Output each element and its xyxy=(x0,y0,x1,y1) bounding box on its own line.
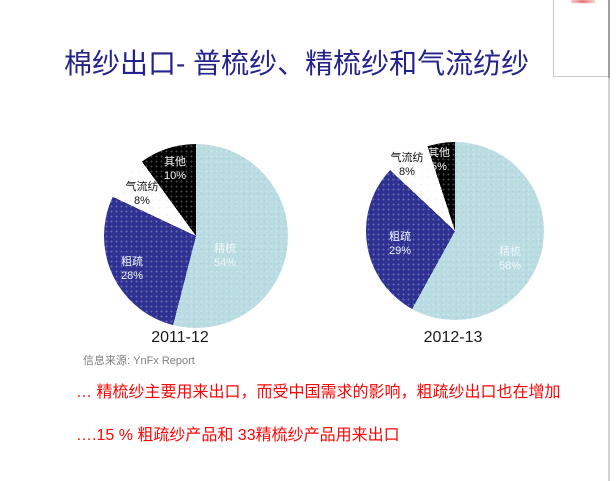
bullet-2: ….15 % 粗疏纱产品和 33精梳纱产品用来出口 xyxy=(76,427,400,444)
red-smudge-mark xyxy=(571,0,595,3)
bullet-1: … 精梳纱主要用来出口，而受中国需求的影响，粗疏纱出口也在增加 xyxy=(76,384,561,401)
corner-overlay-box xyxy=(553,0,609,77)
right-edge-border-dark xyxy=(608,0,610,78)
pie2-label-other: 其他 5% xyxy=(428,147,450,173)
pie1-label-combed: 精梳 54% xyxy=(213,243,237,269)
pie1-label-openend: 气流纺 8% xyxy=(125,181,159,207)
pie2-label-combed: 精梳 58% xyxy=(498,246,522,272)
pie1-label-other: 其他 10% xyxy=(163,156,187,182)
bullet-text-block: … 精梳纱主要用来出口，而受中国需求的影响，粗疏纱出口也在增加 ….15 % 粗… xyxy=(76,381,568,448)
pie2-label-carded: 粗疏 29% xyxy=(388,231,412,257)
pie2-caption: 2012-13 xyxy=(423,329,483,346)
source-note: 信息来源: YnFx Report xyxy=(83,355,195,367)
pie-chart-2011-12 xyxy=(104,144,288,328)
pie1-label-carded: 粗疏 28% xyxy=(120,256,144,282)
slide-title: 棉纱出口- 普梳纱、精梳纱和气流纺纱 xyxy=(64,48,530,79)
pie1-caption: 2011-12 xyxy=(151,329,209,346)
pie-chart-2012-13 xyxy=(366,142,544,320)
right-edge-border-light xyxy=(608,78,610,481)
pie2-label-openend: 气流纺 8% xyxy=(390,152,424,178)
